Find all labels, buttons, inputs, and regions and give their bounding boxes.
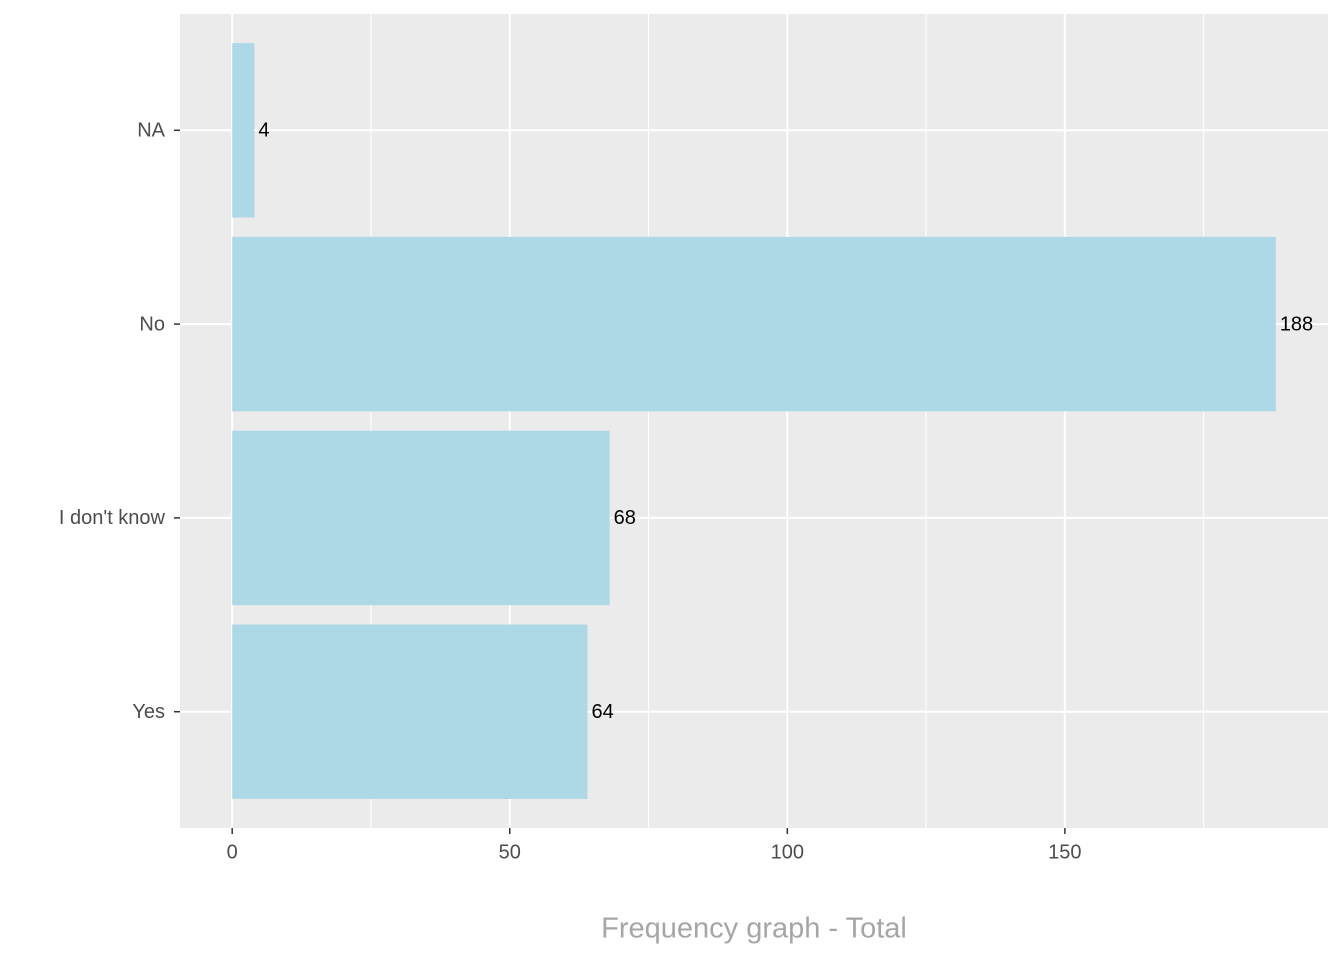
value-label: 4 [258, 120, 269, 142]
x-axis-title: Frequency graph - Total [601, 913, 907, 945]
bar [232, 236, 1276, 412]
value-label: 68 [614, 507, 636, 529]
value-label: 64 [591, 701, 613, 723]
value-label: 188 [1280, 313, 1313, 335]
y-tick-label: No [139, 313, 165, 335]
y-tick-label: I don't know [59, 507, 166, 529]
y-tick-label: NA [137, 120, 165, 142]
bar [232, 624, 588, 799]
bar [232, 430, 610, 606]
bar [232, 43, 255, 218]
x-tick-label: 100 [771, 841, 804, 863]
x-tick-label: 150 [1048, 841, 1081, 863]
x-tick-label: 50 [499, 841, 521, 863]
y-tick-label: Yes [132, 701, 165, 723]
x-tick-label: 0 [227, 841, 238, 863]
